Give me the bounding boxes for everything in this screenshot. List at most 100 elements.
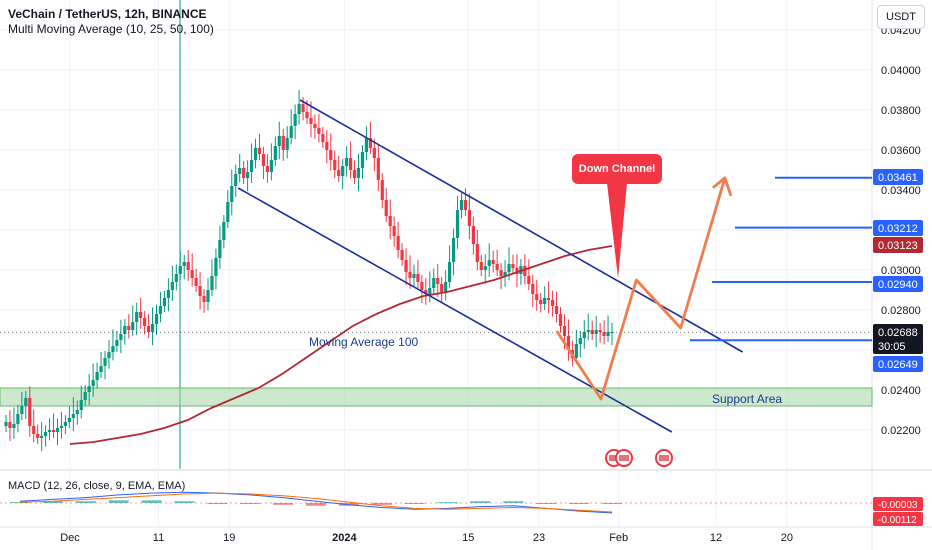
chart-legend: VeChain / TetherUS, 12h, BINANCE Multi M… bbox=[8, 7, 214, 37]
candle-body bbox=[372, 148, 376, 158]
macd-histogram-bar bbox=[306, 503, 326, 506]
candle-body bbox=[150, 324, 155, 332]
candle-body bbox=[329, 150, 333, 160]
candle-body bbox=[170, 282, 174, 290]
macd-histogram-bar bbox=[273, 503, 294, 505]
candle-body bbox=[135, 312, 139, 322]
currency-button[interactable]: USDT bbox=[877, 5, 925, 29]
candle-body bbox=[535, 294, 539, 300]
candle-body bbox=[345, 158, 349, 166]
candle-body bbox=[107, 352, 111, 358]
candle-body bbox=[119, 334, 123, 340]
candle-body bbox=[333, 160, 337, 170]
candle-body bbox=[91, 380, 95, 386]
candle-body bbox=[424, 290, 428, 294]
candle-body bbox=[451, 238, 456, 262]
macd-histogram-bar bbox=[240, 503, 261, 504]
candle-body bbox=[12, 424, 16, 428]
candle-body bbox=[554, 306, 559, 314]
candle-body bbox=[115, 340, 119, 346]
y-tick-label: 0.02800 bbox=[881, 305, 921, 317]
down-channel-callout-pointer bbox=[607, 183, 627, 278]
x-tick-label: 20 bbox=[781, 532, 793, 544]
moving-average-100-line bbox=[69, 245, 613, 445]
candle-body bbox=[246, 172, 250, 178]
candle-body bbox=[154, 314, 159, 324]
candle-body bbox=[143, 318, 147, 326]
price-label-text: 0.03212 bbox=[878, 223, 918, 235]
candle-body bbox=[360, 152, 365, 168]
candle-body bbox=[16, 414, 20, 424]
price-label-text: 0.03461 bbox=[878, 172, 918, 184]
y-tick-label: 0.03600 bbox=[881, 145, 921, 157]
candle-body bbox=[230, 186, 234, 202]
candle-body bbox=[463, 200, 468, 210]
candle-body bbox=[238, 168, 242, 174]
candle-body bbox=[40, 436, 44, 438]
candle-body bbox=[309, 118, 313, 124]
price-label-text: 0.02688 bbox=[878, 327, 918, 339]
candle-body bbox=[352, 170, 357, 178]
candle-body bbox=[527, 276, 531, 284]
price-label-ma bbox=[873, 237, 923, 253]
candle-body bbox=[71, 414, 75, 418]
candle-body bbox=[297, 104, 301, 114]
macd-signal-text: -0.00112 bbox=[878, 515, 917, 526]
candle-body bbox=[416, 274, 420, 282]
candle-body bbox=[285, 138, 289, 150]
candle-body bbox=[412, 274, 416, 278]
candle-body bbox=[131, 322, 135, 330]
candle-body bbox=[214, 258, 218, 276]
candle-body bbox=[55, 428, 60, 432]
candle-body bbox=[289, 126, 293, 138]
candle-body bbox=[388, 216, 392, 226]
y-tick-label: 0.02400 bbox=[881, 385, 921, 397]
x-tick-label: 12 bbox=[710, 532, 722, 544]
candle-body bbox=[574, 344, 578, 358]
candle-body bbox=[396, 236, 400, 250]
candle-body bbox=[479, 262, 483, 270]
candle-body bbox=[24, 398, 28, 406]
macd-legend: MACD (12, 26, close, 9, EMA, EMA) bbox=[8, 480, 186, 492]
macd-histogram-bar bbox=[602, 503, 622, 504]
candle-body bbox=[190, 270, 194, 278]
candle-body bbox=[448, 262, 452, 282]
macd-histogram-bar bbox=[42, 501, 63, 503]
candle-body bbox=[139, 312, 143, 318]
macd-histogram-bar bbox=[536, 503, 557, 504]
candle-body bbox=[75, 410, 79, 414]
candle-body bbox=[348, 158, 353, 170]
candle-body bbox=[321, 134, 325, 142]
candle-body bbox=[515, 268, 519, 274]
x-tick-label: 11 bbox=[153, 532, 164, 544]
candle-body bbox=[198, 286, 202, 296]
candle-body bbox=[483, 266, 487, 270]
candle-body bbox=[368, 138, 372, 148]
candle-body bbox=[249, 160, 254, 172]
support-area-zone bbox=[0, 387, 873, 407]
candle-body bbox=[210, 276, 214, 290]
candle-body bbox=[325, 142, 329, 150]
us-flag-event-stripes bbox=[619, 455, 629, 461]
candle-body bbox=[578, 338, 582, 344]
candle-body bbox=[226, 202, 230, 222]
candle-body bbox=[471, 226, 475, 244]
candle-body bbox=[400, 250, 404, 260]
price-label-level bbox=[873, 169, 923, 185]
candle-body bbox=[47, 430, 52, 432]
candle-body bbox=[467, 210, 472, 226]
candle-body bbox=[341, 166, 345, 176]
macd-histogram-bar bbox=[503, 501, 524, 503]
macd-value-text: -0.00003 bbox=[878, 500, 918, 511]
candle-body bbox=[404, 260, 408, 272]
candle-body bbox=[194, 278, 198, 286]
candle-body bbox=[455, 210, 460, 238]
candle-body bbox=[475, 244, 479, 262]
candle-body bbox=[602, 332, 606, 336]
candle-body bbox=[384, 200, 388, 216]
candle-body bbox=[4, 422, 8, 426]
candle-body bbox=[87, 386, 91, 392]
candle-body bbox=[63, 422, 68, 426]
macd-line bbox=[19, 491, 613, 514]
